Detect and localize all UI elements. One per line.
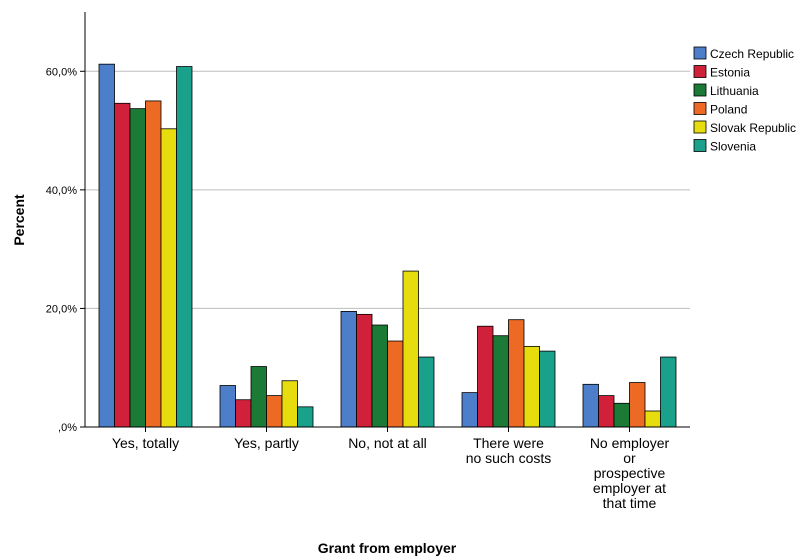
bar xyxy=(598,395,615,428)
bar xyxy=(492,335,509,428)
bar xyxy=(523,345,540,428)
bar xyxy=(539,350,556,428)
x-category-label: Yes, partly xyxy=(234,435,299,451)
y-tick-label: 20,0% xyxy=(46,303,77,315)
legend-swatch xyxy=(693,120,707,134)
bar xyxy=(402,270,419,428)
bar xyxy=(613,402,630,428)
bar xyxy=(629,382,646,428)
y-tick-labels: ,0% 20,0% 40,0% 60,0% xyxy=(46,66,85,434)
legend: Czech Republic Estonia Lithuania Poland Slov… xyxy=(693,46,796,154)
bar xyxy=(356,313,373,428)
legend-swatch xyxy=(693,102,707,115)
bar xyxy=(266,395,283,428)
bar xyxy=(281,380,298,428)
bar xyxy=(235,399,252,428)
legend-label: Czech Republic xyxy=(710,47,794,61)
x-category-label: There were no such costs xyxy=(466,435,552,466)
x-category-labels: Yes, totally Yes, partly No, not at all The… xyxy=(112,427,670,511)
legend-label: Slovak Republic xyxy=(710,121,796,135)
bar xyxy=(582,383,599,428)
bar xyxy=(508,319,525,428)
bar xyxy=(387,340,404,428)
bar xyxy=(477,325,494,428)
bar xyxy=(176,66,193,428)
bar xyxy=(98,63,115,428)
x-category-label: Yes, totally xyxy=(112,435,179,451)
bar xyxy=(644,410,661,428)
legend-label: Poland xyxy=(710,103,747,117)
legend-swatch xyxy=(693,139,707,152)
bar xyxy=(660,356,677,428)
bar xyxy=(219,385,236,428)
y-tick-label: ,0% xyxy=(58,422,77,434)
y-tick-label: 60,0% xyxy=(46,66,77,78)
bar xyxy=(418,356,435,428)
legend-swatch xyxy=(693,83,707,97)
bar xyxy=(340,310,357,428)
bar xyxy=(145,100,162,428)
y-axis-title: Percent xyxy=(11,194,27,246)
bar xyxy=(114,102,131,428)
bar xyxy=(129,108,146,428)
legend-label: Estonia xyxy=(710,66,750,80)
bar xyxy=(160,128,177,428)
bar xyxy=(297,406,314,428)
bars xyxy=(98,63,677,428)
x-category-label: No employer or prospective employer at that … xyxy=(590,435,670,511)
legend-swatch xyxy=(693,46,707,60)
legend-label: Slovenia xyxy=(710,140,756,154)
bar xyxy=(250,366,267,428)
bar xyxy=(371,324,388,428)
x-category-label: No, not at all xyxy=(348,435,427,451)
legend-label: Lithuania xyxy=(710,84,759,98)
bar xyxy=(461,392,478,428)
x-axis-title: Grant from employer xyxy=(318,540,457,556)
y-tick-label: 40,0% xyxy=(46,185,77,197)
legend-swatch xyxy=(693,65,707,78)
